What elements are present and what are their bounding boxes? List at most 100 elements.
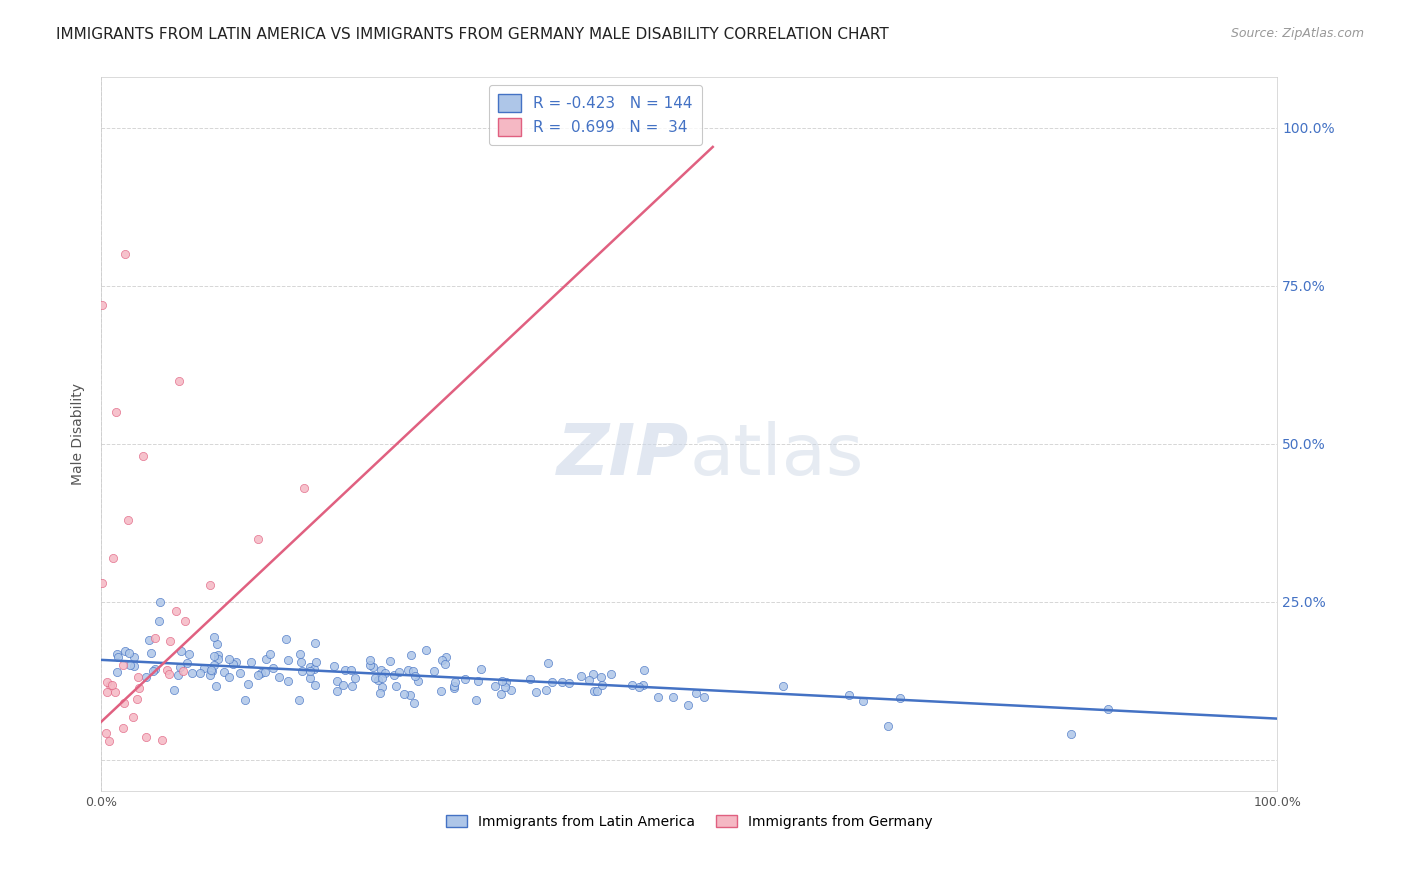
Point [404,669,426,683]
Point [333,664,356,678]
Point [415,642,437,657]
Point [678,698,700,713]
Point [370,671,392,685]
Point [165,604,187,618]
Point [298,671,321,685]
Point [163,683,186,698]
Point [166,668,188,682]
Point [484,679,506,693]
Point [240,656,263,670]
Point [374,665,396,680]
Point [772,679,794,693]
Point [100,678,122,692]
Point [422,664,444,678]
Point [291,664,314,678]
Point [470,662,492,676]
Point [201,664,224,678]
Point [443,679,465,693]
Point [326,674,349,689]
Point [290,655,312,669]
Point [633,663,655,677]
Point [367,673,389,687]
Point [259,647,281,661]
Point [692,690,714,704]
Point [499,683,522,698]
Point [838,688,860,702]
Point [254,652,277,666]
Point [98,733,121,747]
Point [98,678,121,692]
Point [304,636,326,650]
Point [436,649,458,664]
Point [371,680,394,694]
Point [222,657,245,671]
Point [569,668,592,682]
Point [558,676,581,690]
Point [620,678,643,692]
Point [157,667,180,681]
Point [326,684,349,698]
Point [583,683,606,698]
Point [205,679,228,693]
Point [1060,727,1083,741]
Point [430,653,453,667]
Point [128,681,150,696]
Point [105,405,128,419]
Point [135,670,157,684]
Point [287,692,309,706]
Point [198,667,221,681]
Point [156,663,179,677]
Point [207,651,229,665]
Point [143,662,166,676]
Point [212,665,235,679]
Point [274,632,297,646]
Point [359,658,381,673]
Point [277,653,299,667]
Point [127,670,149,684]
Point [332,678,354,692]
Point [340,679,363,693]
Point [90,298,112,312]
Point [627,680,650,694]
Point [125,691,148,706]
Point [202,658,225,673]
Point [169,660,191,674]
Point [170,644,193,658]
Point [262,661,284,675]
Text: Source: ZipAtlas.com: Source: ZipAtlas.com [1230,27,1364,40]
Point [198,578,221,592]
Point [323,659,346,673]
Point [298,660,321,674]
Y-axis label: Male Disability: Male Disability [72,384,86,485]
Point [200,663,222,677]
Point [430,684,453,698]
Point [250,665,273,680]
Point [339,663,361,677]
Point [143,632,166,646]
Point [524,685,547,699]
Point [177,647,200,661]
Point [434,657,457,671]
Point [218,652,240,666]
Point [491,686,513,700]
Point [586,683,609,698]
Point [96,675,118,690]
Point [541,675,564,690]
Legend: Immigrants from Latin America, Immigrants from Germany: Immigrants from Latin America, Immigrant… [440,809,938,834]
Point [661,690,683,704]
Point [495,675,517,690]
Point [218,670,240,684]
Point [118,647,141,661]
Point [122,649,145,664]
Point [111,721,134,735]
Point [118,657,141,672]
Point [139,646,162,660]
Point [112,658,135,673]
Point [135,731,157,745]
Point [225,655,247,669]
Point [193,661,215,675]
Point [464,693,486,707]
Point [378,654,401,668]
Point [491,674,513,689]
Point [117,513,139,527]
